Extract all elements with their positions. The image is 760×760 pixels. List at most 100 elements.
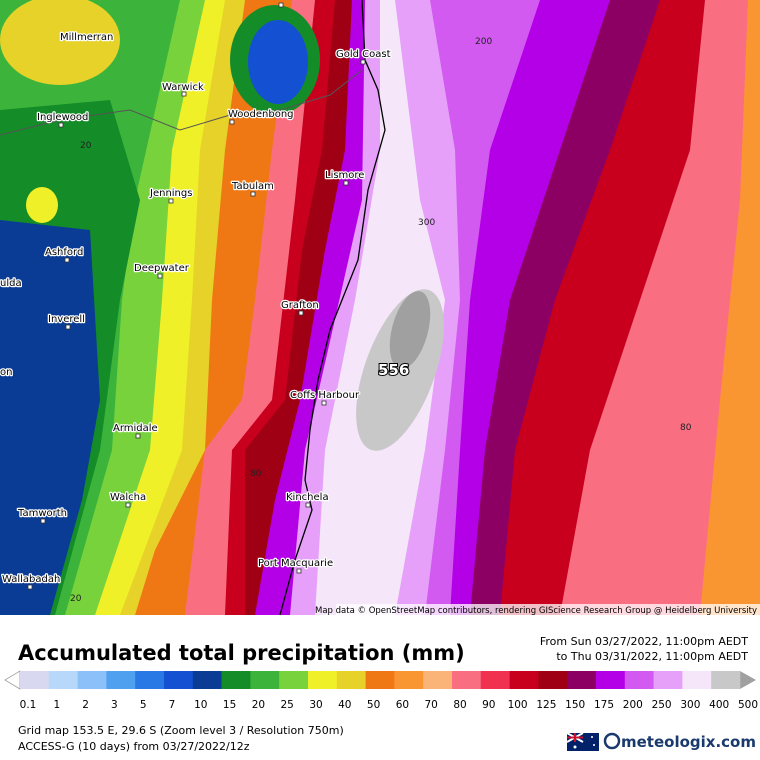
legend-swatch [624,671,654,689]
town-label: ulda [0,278,22,289]
legend-swatch [192,671,222,689]
border [0,69,363,136]
legend-label: 400 [709,699,729,711]
towns: Millmerran Warwick Woodenbong Inglewood … [0,2,392,590]
legend-label: 200 [623,699,643,711]
town-label: Kinchela [286,492,329,503]
coastline [279,0,386,616]
town-label: Walcha [110,492,146,503]
model-info: ACCESS-G (10 days) from 03/27/2022/12z [18,740,250,753]
band [26,187,58,223]
contour-labels: 200 20 300 556 80 80 20 [70,37,692,604]
town-label: Jennings [149,188,192,199]
town-label: Grafton [281,300,319,311]
legend-swatch [394,671,424,689]
legend-swatch [221,671,251,689]
map: Millmerran Warwick Woodenbong Inglewood … [0,0,760,616]
legend-label: 10 [194,699,207,711]
town-label: Inglewood [37,112,88,123]
town-label: Tamworth [17,508,67,519]
contour-label: 300 [418,218,435,228]
legend-swatch [682,671,712,689]
legend-swatch [567,671,597,689]
legend-label: 20 [252,699,265,711]
legend-label: 100 [508,699,528,711]
legend-label: 250 [652,699,672,711]
town-label: Wallabadah [2,574,60,585]
legend-swatch [480,671,510,689]
legend-label: 30 [309,699,322,711]
contour-label: 20 [70,594,82,604]
legend-swatch [596,671,626,689]
band [248,20,308,104]
town-label: Coffs Harbour [290,390,360,401]
legend-swatch [308,671,338,689]
legend-swatch [164,671,194,689]
town-label: Tabulam [231,181,274,192]
grid-info: Grid map 153.5 E, 29.6 S (Zoom level 3 /… [18,724,344,737]
town-label: Port Macquarie [258,558,333,569]
legend-swatch [365,671,395,689]
town-label: Gold Coast [336,49,391,60]
band [389,291,431,369]
legend-arrow [4,670,21,690]
legend-swatch [279,671,309,689]
town-label: Warwick [162,82,204,93]
legend-label: 500 [738,699,758,711]
legend-label: 15 [223,699,236,711]
legend-swatch [250,671,280,689]
band [0,0,120,85]
legend-swatch [135,671,165,689]
legend-label: 175 [594,699,614,711]
band [0,220,100,615]
legend-swatch [48,671,78,689]
legend-label: 1 [53,699,60,711]
legend-label: 125 [536,699,556,711]
legend-label: 60 [396,699,409,711]
legend-label: 7 [169,699,176,711]
legend-label: 70 [425,699,438,711]
town-label: Inverell [48,314,85,325]
brand[interactable]: meteologix.com [621,733,756,751]
legend-label: 0.1 [20,699,37,711]
contour-label: 80 [250,469,262,479]
legend-swatch [20,671,50,689]
title: Accumulated total precipitation (mm) [18,641,465,665]
contour-label: 80 [680,423,692,433]
town-label: on [0,367,12,378]
legend-label: 25 [281,699,294,711]
max-label: 556 [378,361,409,379]
contour-label: 200 [475,37,492,47]
legend-swatch [423,671,453,689]
legend-swatch [538,671,568,689]
legend-swatch [711,671,741,689]
legend-swatch [653,671,683,689]
legend-swatch [452,671,482,689]
legend-swatch [509,671,539,689]
town-label: Deepwater [134,263,190,274]
town-label: Armidale [113,423,158,434]
flag [566,732,599,751]
town-label: Millmerran [60,32,113,43]
legend-swatch [336,671,366,689]
town-label: Lismore [325,170,364,181]
town-label: Ashford [45,247,83,258]
contour-label: 20 [80,141,92,151]
logo-icon [603,732,621,750]
legend-label: 40 [338,699,351,711]
legend-swatch [106,671,136,689]
town-label: Woodenbong [228,109,294,120]
attribution: Map data © OpenStreetMap contributors, r… [315,606,757,616]
legend-label: 3 [111,699,118,711]
period-to: to Thu 03/31/2022, 11:00pm AEDT [556,650,748,663]
legend-swatch [77,671,107,689]
legend-label: 50 [367,699,380,711]
legend-arrow [740,671,756,689]
legend-label: 90 [482,699,495,711]
legend-label: 150 [565,699,585,711]
attribution-bg [336,604,760,615]
legend-label: 300 [680,699,700,711]
legend-label: 5 [140,699,147,711]
legend-label: 80 [453,699,466,711]
